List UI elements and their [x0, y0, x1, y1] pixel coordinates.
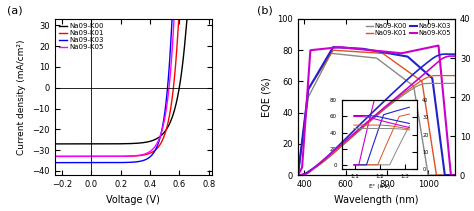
Na09-K03 — [61, 161, 67, 164]
Na09-K00 — [152, 138, 157, 141]
Na09-K05 — [171, 18, 177, 20]
Na09-K00 — [209, 18, 214, 20]
Na09-K00 — [52, 143, 57, 145]
Na09-K05 — [52, 155, 57, 158]
Na09-K05 — [152, 146, 157, 148]
Na09-K03 — [187, 18, 193, 20]
Na09-K00 — [187, 18, 193, 20]
X-axis label: Wavelength (nm): Wavelength (nm) — [334, 195, 419, 204]
Na09-K00 — [171, 112, 176, 114]
Na09-K03 — [152, 150, 157, 153]
Na09-K05 — [171, 24, 176, 27]
Na09-K00 — [184, 18, 190, 20]
Line: Na09-K01: Na09-K01 — [55, 19, 211, 156]
Na09-K03 — [209, 18, 214, 20]
Na09-K01 — [187, 18, 193, 20]
Na09-K05 — [209, 18, 214, 20]
Na09-K05 — [187, 18, 193, 20]
Na09-K01 — [61, 155, 67, 158]
Y-axis label: Current density (mA/cm²): Current density (mA/cm²) — [18, 39, 27, 155]
Line: Na09-K05: Na09-K05 — [55, 19, 211, 156]
Na09-K03 — [143, 158, 148, 161]
Na09-K01 — [52, 155, 57, 158]
Na09-K01 — [209, 18, 214, 20]
Na09-K03 — [169, 18, 175, 20]
Na09-K01 — [147, 152, 153, 155]
Na09-K03 — [147, 156, 153, 158]
Line: Na09-K00: Na09-K00 — [55, 19, 211, 144]
Text: (b): (b) — [257, 6, 273, 16]
Na09-K05 — [143, 152, 148, 155]
Legend: Na09-K00, Na09-K01, Na09-K03, Na09-K05: Na09-K00, Na09-K01, Na09-K03, Na09-K05 — [365, 22, 452, 37]
Na09-K00 — [61, 143, 67, 145]
Na09-K03 — [171, 18, 177, 20]
Na09-K01 — [143, 153, 148, 156]
Na09-K01 — [176, 18, 182, 20]
Line: Na09-K03: Na09-K03 — [55, 19, 211, 163]
Na09-K03 — [52, 161, 57, 164]
Y-axis label: EQE (%): EQE (%) — [262, 77, 272, 117]
Na09-K01 — [152, 149, 157, 152]
Na09-K05 — [147, 150, 153, 153]
Na09-K00 — [147, 140, 153, 143]
Legend: Na09-K00, Na09-K01, Na09-K03, Na09-K05: Na09-K00, Na09-K01, Na09-K03, Na09-K05 — [58, 22, 104, 51]
Na09-K00 — [143, 141, 148, 143]
Na09-K01 — [171, 84, 176, 87]
X-axis label: Voltage (V): Voltage (V) — [106, 195, 160, 204]
Na09-K05 — [61, 155, 67, 158]
Text: (a): (a) — [8, 6, 23, 16]
